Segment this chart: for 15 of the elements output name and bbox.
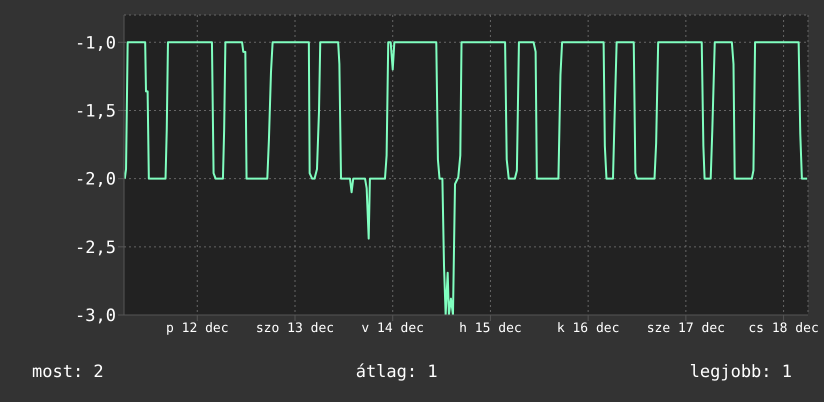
text: átlag: 1 <box>356 362 438 382</box>
y-tick-label: -2,0 <box>75 170 116 190</box>
x-tick-label: szo 13 dec <box>256 321 334 336</box>
x-tick-label: h 15 dec <box>459 321 522 336</box>
x-tick-label: sze 17 dec <box>646 321 725 336</box>
y-tick-label: -1,5 <box>75 101 116 122</box>
x-tick-label: k 16 dec <box>556 321 620 336</box>
y-tick-label: -3,0 <box>75 306 116 326</box>
text: most: 2 <box>32 362 104 382</box>
x-tick-label: cs 18 dec <box>748 321 819 336</box>
y-tick-label: -2,5 <box>75 238 116 258</box>
text: legjobb: 1 <box>690 362 792 382</box>
x-tick-label: v 14 dec <box>361 321 424 336</box>
y-tick-label: -1,0 <box>75 33 116 54</box>
x-tick-label: p 12 dec <box>166 321 229 336</box>
